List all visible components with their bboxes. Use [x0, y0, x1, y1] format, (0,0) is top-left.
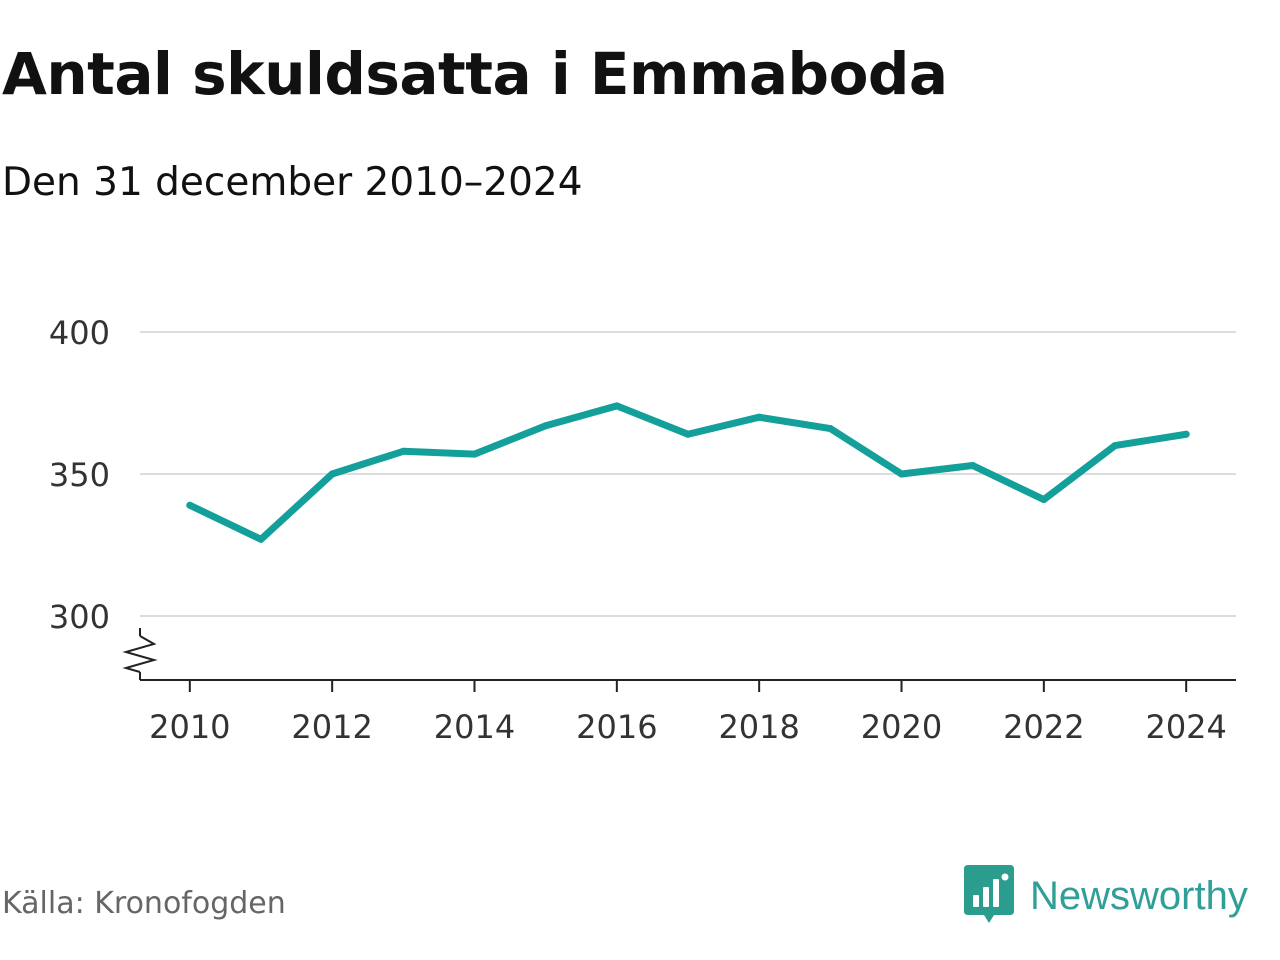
- chart-subtitle: Den 31 december 2010–2024: [2, 160, 583, 205]
- data-point-2022: [1040, 496, 1048, 504]
- x-tick-label-2016: 2016: [576, 708, 657, 746]
- x-tick-label-2014: 2014: [434, 708, 515, 746]
- data-point-2010: [186, 501, 194, 509]
- y-tick-label-300: 300: [49, 598, 110, 636]
- chart-title: Antal skuldsatta i Emmaboda: [2, 40, 948, 108]
- data-point-2013: [399, 447, 407, 455]
- data-point-2016: [613, 402, 621, 410]
- newsworthy-logo-icon: [964, 865, 1014, 923]
- x-tick-label-2010: 2010: [149, 708, 230, 746]
- data-point-2017: [684, 430, 692, 438]
- data-point-2012: [328, 470, 336, 478]
- data-point-2024: [1182, 430, 1190, 438]
- data-point-2011: [257, 535, 265, 543]
- y-axis-break: [122, 635, 158, 673]
- data-point-2019: [826, 425, 834, 433]
- source-note: Källa: Kronofogden: [2, 886, 286, 921]
- data-point-2015: [542, 422, 550, 430]
- x-tick-label-2012: 2012: [291, 708, 372, 746]
- brand-logo: Newsworthy: [964, 864, 1248, 928]
- y-tick-label-350: 350: [49, 456, 110, 494]
- x-tick-label-2022: 2022: [1003, 708, 1084, 746]
- data-point-2014: [470, 450, 478, 458]
- x-tick-label-2020: 2020: [861, 708, 942, 746]
- x-tick-label-2018: 2018: [718, 708, 799, 746]
- brand-name: Newsworthy: [1030, 873, 1248, 918]
- y-tick-label-400: 400: [49, 314, 110, 352]
- series-line: [186, 402, 1190, 543]
- data-point-2018: [755, 413, 763, 421]
- x-tick-label-2024: 2024: [1145, 708, 1226, 746]
- data-point-2021: [969, 461, 977, 469]
- data-point-2023: [1111, 442, 1119, 450]
- data-point-2020: [898, 470, 906, 478]
